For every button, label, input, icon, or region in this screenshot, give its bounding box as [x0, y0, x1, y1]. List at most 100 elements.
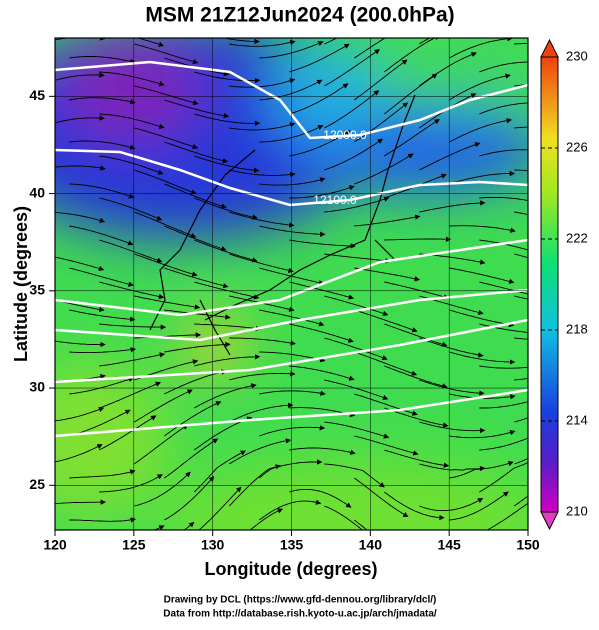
streamline: [419, 337, 484, 358]
streamline: [194, 71, 261, 84]
streamline: [69, 347, 136, 354]
streamline: [99, 323, 167, 330]
streamline: [164, 369, 227, 395]
title: MSM 21Z12Jun2024 (200.0hPa): [145, 4, 454, 27]
streamline: [479, 365, 528, 369]
contour-line-unlabeled: [55, 238, 528, 317]
streamline: [134, 43, 199, 65]
streamline: [514, 377, 528, 381]
streamline: [384, 119, 440, 157]
streamline: [449, 170, 516, 185]
streamline: [514, 253, 528, 259]
streamline: [134, 471, 191, 507]
colorbar-min-arrow: [540, 511, 559, 531]
streamline: [164, 225, 227, 252]
streamline: [479, 149, 528, 157]
streamline: [164, 183, 227, 209]
streamline: [55, 72, 105, 81]
streamline: [479, 102, 528, 115]
streamline: [384, 449, 450, 468]
streamline: [384, 236, 452, 242]
streamline: [449, 267, 515, 284]
colorbar-tick-label: 214: [566, 412, 588, 427]
streamline: [449, 73, 511, 101]
streamline: [229, 39, 296, 47]
streamline: [384, 323, 448, 347]
streamline: [164, 476, 215, 521]
y-tick-label: 30: [29, 379, 45, 395]
streamline: [259, 390, 326, 396]
streamline: [134, 211, 197, 238]
streamline: [194, 281, 260, 300]
x-tick-label: 140: [359, 537, 383, 553]
streamline: [324, 379, 389, 400]
colorbar-tick-label: 218: [566, 321, 588, 336]
streamline: [479, 196, 528, 202]
x-tick-label: 135: [280, 537, 304, 553]
streamline: [194, 155, 260, 173]
streamline: [324, 90, 380, 129]
y-tick-label: 45: [29, 87, 45, 103]
streamline: [479, 401, 528, 409]
streamline: [449, 38, 513, 59]
streamline: [55, 165, 106, 171]
x-tick-label: 130: [201, 537, 225, 553]
streamline: [134, 389, 193, 423]
streamline: [354, 435, 419, 456]
streamline: [324, 505, 364, 530]
streamline: [164, 267, 229, 289]
colorbar-tick-label: 210: [566, 503, 588, 518]
streamline: [479, 239, 528, 251]
streamline: [384, 73, 438, 115]
streamline: [514, 495, 528, 507]
streamline: [259, 177, 326, 186]
streamline: [419, 52, 477, 87]
streamline: [354, 267, 421, 282]
streamline: [354, 38, 386, 59]
streamline: [289, 365, 355, 381]
streamline: [99, 415, 157, 451]
streamline: [99, 71, 165, 87]
colorbar-tick-label: 230: [566, 48, 588, 63]
streamline: [164, 99, 230, 119]
streamline: [419, 463, 486, 472]
streamline: [289, 83, 349, 115]
streamline: [69, 183, 135, 199]
contour-line-unlabeled: [55, 388, 528, 438]
contour-label: 12000.0: [323, 128, 367, 142]
streamline: [354, 477, 409, 518]
y-axis-label: Latitude (degrees): [11, 206, 31, 362]
streamline: [324, 38, 339, 45]
streamline: [69, 469, 136, 479]
streamline: [69, 97, 136, 105]
streamline: [486, 502, 528, 530]
streamline: [229, 169, 296, 178]
streamline: [99, 197, 163, 221]
streamline: [249, 508, 284, 530]
streamline: [324, 463, 385, 488]
streamline: [324, 196, 390, 213]
streamline: [354, 351, 418, 376]
streamline: [259, 499, 322, 521]
streamline: [289, 43, 350, 73]
streamline: [289, 488, 352, 508]
streamline: [55, 340, 106, 348]
streamline: [354, 393, 418, 416]
streamline: [289, 323, 354, 343]
streamline: [229, 253, 294, 273]
streamline: [164, 309, 231, 320]
streamline: [324, 138, 384, 171]
streamline: [134, 169, 197, 195]
streamline: [324, 253, 391, 264]
streamline: [259, 459, 323, 479]
streamline: [198, 486, 242, 530]
streamline: [194, 383, 257, 409]
streamline: [479, 281, 528, 295]
streamline: [479, 437, 528, 451]
streamline: [134, 424, 189, 465]
streamline: [384, 365, 448, 389]
streamline: [449, 461, 514, 479]
streamline: [69, 140, 136, 150]
streamline: [289, 281, 355, 300]
streamline: [99, 113, 165, 129]
